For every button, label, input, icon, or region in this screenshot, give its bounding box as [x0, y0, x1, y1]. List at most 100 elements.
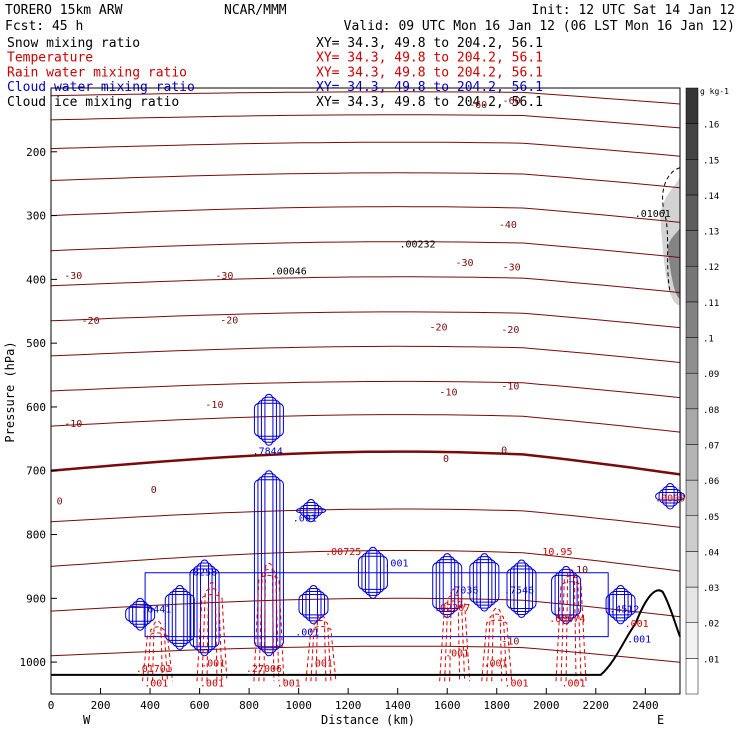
isotherm [50, 141, 681, 157]
rain-water-contour [444, 594, 466, 682]
maximum-label: .00046 [271, 266, 307, 277]
cloud-water-contour [260, 396, 277, 443]
colorbar: .01 .02 .03 .04 .05 .06 .07 .08 .09 .1 .11 .12 .13 .1… [685, 87, 729, 695]
cloud-water-contour [306, 498, 316, 523]
cloud-water-contour [264, 393, 274, 446]
isotherm [50, 311, 681, 329]
colorbar-tick-label: .06 [703, 477, 719, 487]
maximum-label: .001 [445, 649, 469, 660]
maximum-label: .00725 [325, 547, 361, 558]
maximum-label: .7546 [504, 585, 534, 596]
x-tick-label: 1200 [335, 699, 362, 712]
cloud-water-envelope [144, 572, 609, 638]
east-label: E [657, 713, 664, 727]
plot-frame [50, 87, 681, 695]
colorbar-tick-label: .11 [703, 299, 719, 309]
maximum-label: .001 [293, 513, 317, 524]
isotherm [50, 414, 681, 433]
isotherm [50, 345, 681, 363]
colorbar-tick-label: .08 [703, 406, 719, 416]
rain-water-contour [258, 568, 280, 682]
field-coords-0: XY= 34.3, 49.8 to 204.2, 56.1 [316, 36, 543, 51]
colorbar-tick-label: .05 [703, 513, 719, 523]
colorbar-swatch [685, 87, 699, 124]
x-tick-label: 400 [140, 699, 160, 712]
cloud-water-contour [655, 491, 686, 501]
cloud-water-contour [658, 488, 682, 504]
y-axis-ticks: 200 300 400 500 600 700 800 900 1000 [20, 146, 57, 669]
terrain [51, 589, 681, 676]
maximum-label: 10.95 [542, 547, 572, 558]
isotherm [50, 91, 681, 105]
rain-water-contour [310, 619, 332, 682]
rain-water-contour [486, 613, 508, 682]
colorbar-swatch [685, 159, 699, 196]
cloud-water-contour [305, 588, 322, 622]
colorbar-swatch [685, 515, 699, 552]
model-title: TORERO 15km ARW [5, 3, 123, 18]
contour-labels: -60 -60 -40 -30 -30 -30 -30 -20 -20 -20 -20 -10 -10 -… [57, 96, 685, 689]
cloud-water-contour [196, 562, 213, 654]
maximum-label: .27006 [246, 664, 282, 675]
temperature-label: -30 [456, 258, 474, 269]
rain-water-contour [305, 625, 337, 682]
colorbar-tick-label: .12 [703, 263, 719, 273]
isotherm [50, 206, 681, 223]
cloud-water-contour [132, 600, 149, 628]
cloud-water-contour [476, 556, 493, 609]
cloud-water-contour [301, 591, 325, 619]
maximum-label: .001 [277, 679, 301, 690]
cloud-water-contour [253, 479, 284, 648]
maximum-label: .001 [483, 659, 507, 670]
temperature-contours [50, 91, 681, 663]
colorbar-tick-label: .1 [703, 335, 714, 345]
rain-water-contour [565, 569, 577, 682]
colorbar-swatch [685, 194, 699, 231]
colorbar-tick-label: .04 [703, 548, 719, 558]
maximum-label: .6441 [141, 605, 171, 616]
rain-water-contour [151, 620, 163, 682]
cloud-water-contour [299, 504, 323, 517]
y-tick-label: 900 [26, 592, 46, 605]
cloud-water-contour [517, 559, 527, 618]
cloud-water-contour [168, 591, 192, 644]
maximum-label: .001 [200, 679, 224, 690]
isotherm [50, 550, 681, 572]
rain-water-contour [315, 613, 327, 682]
colorbar-swatch [685, 230, 699, 267]
maximum-label: .001 [295, 627, 319, 638]
y-axis-label: Pressure (hPa) [3, 341, 17, 442]
maximum-label: .001 [627, 635, 651, 646]
x-tick-label: 1000 [285, 699, 312, 712]
colorbar-swatch [685, 301, 699, 338]
field-coords-1: XY= 34.3, 49.8 to 204.2, 56.1 [316, 51, 543, 66]
rain-water-contour [491, 607, 503, 682]
cloud-water-contour [662, 485, 679, 507]
colorbar-tick-label: .16 [703, 121, 719, 131]
maximum-label: .02207 [434, 603, 470, 614]
field-name-4: Cloud ice mixing ratio [7, 95, 179, 110]
cloud-water-contour [253, 402, 284, 437]
colorbar-tick-label: .03 [703, 584, 719, 594]
terrain-line [51, 589, 681, 676]
colorbar-tick-label: .13 [703, 228, 719, 238]
y-tick-label: 500 [26, 337, 46, 350]
cloud-water-contour [135, 597, 145, 631]
colorbar-swatch [685, 551, 699, 588]
colorbar-tick-label: .14 [703, 192, 719, 202]
y-tick-label: 300 [26, 210, 46, 223]
y-tick-label: 400 [26, 273, 46, 286]
maximum-label: .7844 [253, 446, 283, 457]
isotherm [50, 114, 681, 129]
maximum-label: .001 [201, 659, 225, 670]
colorbar-swatch [685, 337, 699, 374]
cloud-water-contour [513, 562, 530, 615]
maximum-label: .001 [505, 679, 529, 690]
temperature-label: -20 [220, 316, 238, 327]
maximum-label: .001 [561, 679, 585, 690]
cloud-water-contour [665, 482, 675, 510]
temperature-label: -10 [501, 636, 519, 647]
isotherm [50, 241, 681, 258]
rain-water-contour [439, 600, 471, 682]
